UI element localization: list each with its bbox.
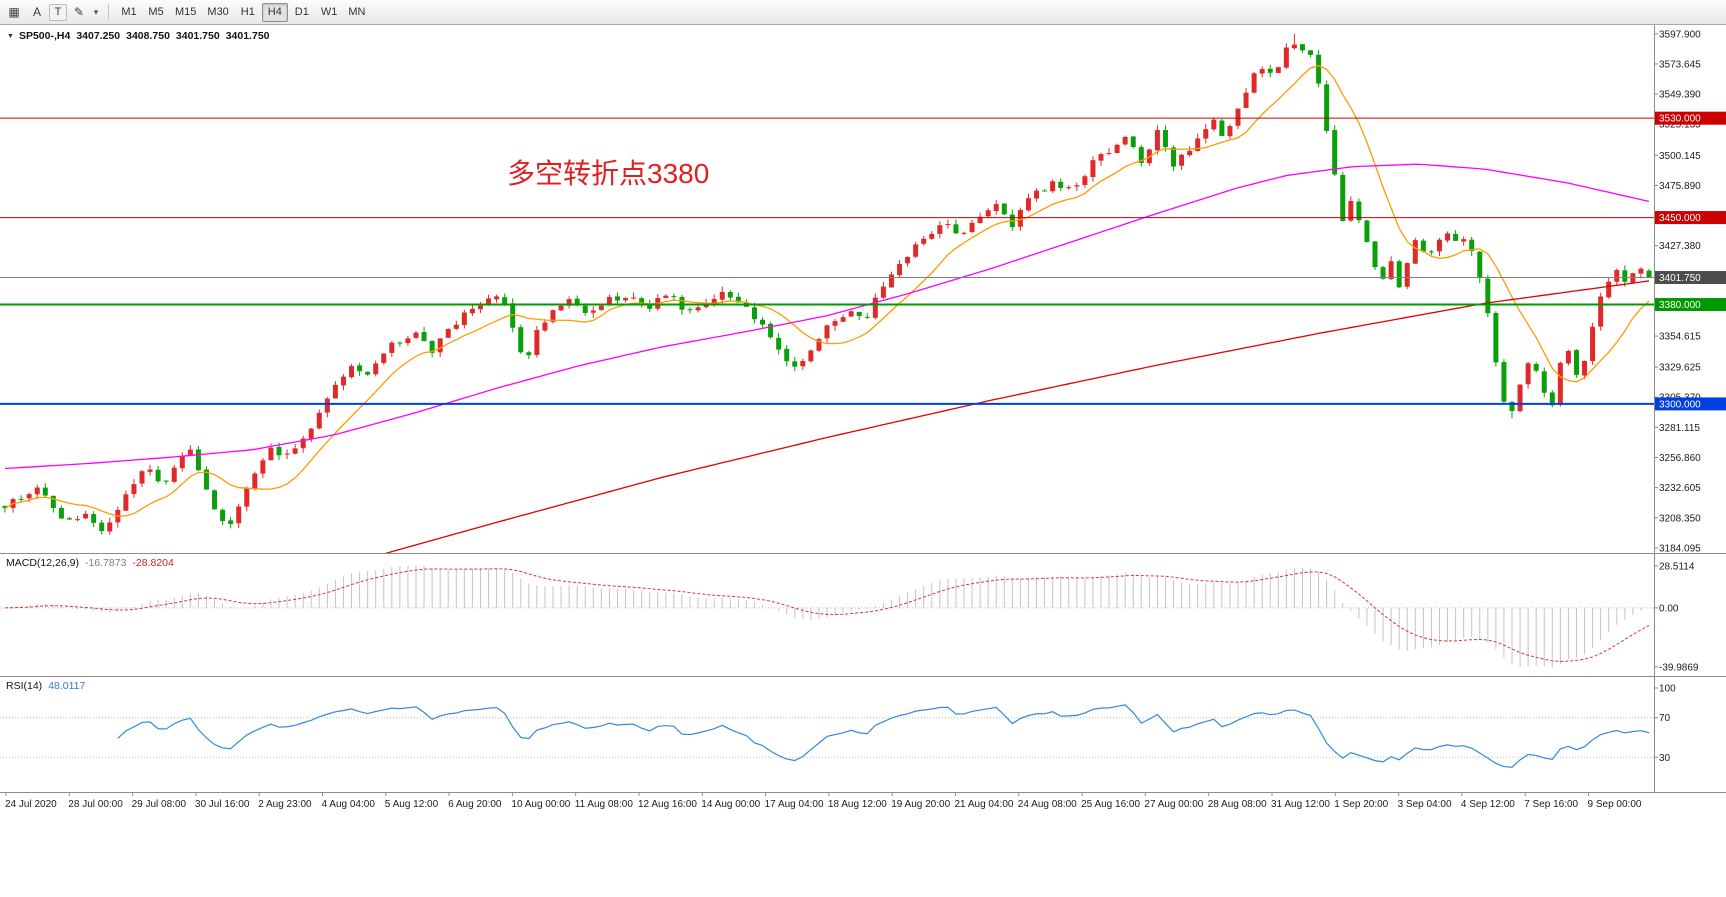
macd-name: MACD(12,26,9)	[6, 557, 79, 569]
symbol-title: SP500-,H4	[18, 30, 71, 42]
svg-text:3300.000: 3300.000	[1659, 399, 1701, 410]
svg-text:5 Aug 12:00: 5 Aug 12:00	[385, 799, 439, 810]
ohlc-low: 3401.750	[175, 30, 220, 42]
svg-text:3500.145: 3500.145	[1659, 151, 1701, 162]
svg-text:21 Aug 04:00: 21 Aug 04:00	[955, 799, 1014, 810]
svg-text:0.00: 0.00	[1659, 603, 1679, 614]
svg-text:29 Jul 08:00: 29 Jul 08:00	[132, 799, 187, 810]
svg-text:31 Aug 12:00: 31 Aug 12:00	[1271, 799, 1330, 810]
svg-text:2 Aug 23:00: 2 Aug 23:00	[258, 799, 312, 810]
svg-text:30: 30	[1659, 753, 1671, 764]
svg-text:3401.750: 3401.750	[1659, 273, 1701, 284]
svg-text:1 Sep 20:00: 1 Sep 20:00	[1334, 799, 1388, 810]
svg-text:3 Sep 04:00: 3 Sep 04:00	[1398, 799, 1452, 810]
chart-tiles-icon[interactable]: ▦	[8, 5, 20, 19]
timeframe-h4-button[interactable]: H4	[261, 2, 288, 22]
svg-text:27 Aug 00:00: 27 Aug 00:00	[1144, 799, 1203, 810]
svg-text:100: 100	[1659, 684, 1676, 695]
svg-text:3573.645: 3573.645	[1659, 59, 1701, 70]
svg-text:28.5114: 28.5114	[1659, 561, 1695, 572]
svg-text:24 Jul 2020: 24 Jul 2020	[5, 799, 57, 810]
ohlc-high: 3408.750	[126, 30, 170, 42]
svg-text:10 Aug 00:00: 10 Aug 00:00	[511, 799, 570, 810]
timeframe-d1-button[interactable]: D1	[289, 3, 315, 22]
cursor-tool-icon[interactable]: A	[32, 5, 41, 19]
rsi-name: RSI(14)	[6, 680, 43, 692]
svg-text:6 Aug 20:00: 6 Aug 20:00	[448, 799, 502, 810]
svg-text:3281.115: 3281.115	[1659, 423, 1700, 434]
top-toolbar: ▦ A T ✎ ▾ M1 M5 M15 M30 H1 H4 D1 W1 MN	[0, 0, 1726, 25]
svg-text:3208.350: 3208.350	[1659, 513, 1701, 524]
timeframe-m30-button[interactable]: M30	[202, 3, 233, 22]
timeframe-mn-button[interactable]: MN	[343, 3, 370, 22]
ohlc-open: 3407.250	[76, 30, 121, 42]
svg-text:3354.615: 3354.615	[1659, 332, 1701, 343]
text-tool-icon[interactable]: T	[49, 3, 67, 21]
chart-annotation-text: 多空转折点3380	[507, 158, 710, 189]
svg-text:3380.000: 3380.000	[1659, 300, 1701, 311]
macd-main-value: -16.7873	[84, 557, 127, 569]
macd-indicator-label: MACD(12,26,9) -16.7873 -28.8204	[6, 557, 174, 569]
svg-text:17 Aug 04:00: 17 Aug 04:00	[765, 799, 824, 810]
svg-text:3427.380: 3427.380	[1659, 241, 1701, 252]
svg-text:18 Aug 12:00: 18 Aug 12:00	[828, 799, 887, 810]
svg-text:28 Jul 00:00: 28 Jul 00:00	[68, 799, 123, 810]
svg-text:3450.000: 3450.000	[1659, 213, 1701, 224]
timeframe-w1-button[interactable]: W1	[316, 3, 343, 22]
toolbar-separator	[108, 4, 109, 20]
svg-text:3329.625: 3329.625	[1659, 363, 1701, 374]
svg-text:3597.900: 3597.900	[1659, 29, 1701, 40]
svg-text:-39.9869: -39.9869	[1659, 662, 1699, 673]
rsi-value: 48.0117	[48, 680, 86, 692]
symbol-ohlc-bar: ▼ SP500-,H4 3407.250 3408.750 3401.750 3…	[7, 30, 270, 42]
svg-text:4 Aug 04:00: 4 Aug 04:00	[322, 799, 376, 810]
svg-text:3530.000: 3530.000	[1659, 114, 1701, 125]
svg-text:3256.860: 3256.860	[1659, 453, 1701, 464]
draw-tool-icon[interactable]: ✎	[73, 5, 85, 19]
svg-text:24 Aug 08:00: 24 Aug 08:00	[1018, 799, 1077, 810]
svg-text:19 Aug 20:00: 19 Aug 20:00	[891, 799, 950, 810]
svg-text:14 Aug 00:00: 14 Aug 00:00	[701, 799, 760, 810]
macd-signal-value: -28.8204	[132, 557, 174, 569]
timeframe-m1-button[interactable]: M1	[116, 3, 142, 22]
svg-text:7 Sep 16:00: 7 Sep 16:00	[1524, 799, 1578, 810]
svg-text:3184.095: 3184.095	[1659, 543, 1701, 554]
svg-text:9 Sep 00:00: 9 Sep 00:00	[1588, 799, 1642, 810]
timeframe-m5-button[interactable]: M5	[143, 3, 169, 22]
rsi-indicator-label: RSI(14) 48.0117	[6, 680, 85, 692]
chart-canvas[interactable]: 3597.900 3573.645 3549.390 3525.135 3500.145…	[0, 25, 1726, 897]
svg-text:3525.135: 3525.135	[1659, 120, 1701, 131]
svg-text:28 Aug 08:00: 28 Aug 08:00	[1208, 799, 1267, 810]
svg-text:3475.890: 3475.890	[1659, 181, 1701, 192]
svg-text:30 Jul 16:00: 30 Jul 16:00	[195, 799, 250, 810]
timeframe-m15-button[interactable]: M15	[170, 3, 201, 22]
svg-text:70: 70	[1659, 713, 1671, 724]
svg-text:11 Aug 08:00: 11 Aug 08:00	[575, 799, 634, 810]
ohlc-close: 3401.750	[225, 30, 270, 42]
symbol-dropdown-icon[interactable]: ▼	[7, 32, 14, 40]
timeframe-h1-button[interactable]: H1	[235, 3, 261, 22]
svg-text:12 Aug 16:00: 12 Aug 16:00	[638, 799, 697, 810]
svg-text:25 Aug 16:00: 25 Aug 16:00	[1081, 799, 1140, 810]
svg-text:4 Sep 12:00: 4 Sep 12:00	[1461, 799, 1515, 810]
dropdown-caret-icon[interactable]: ▾	[93, 6, 99, 17]
svg-text:3232.605: 3232.605	[1659, 483, 1701, 494]
svg-text:3549.390: 3549.390	[1659, 90, 1701, 101]
